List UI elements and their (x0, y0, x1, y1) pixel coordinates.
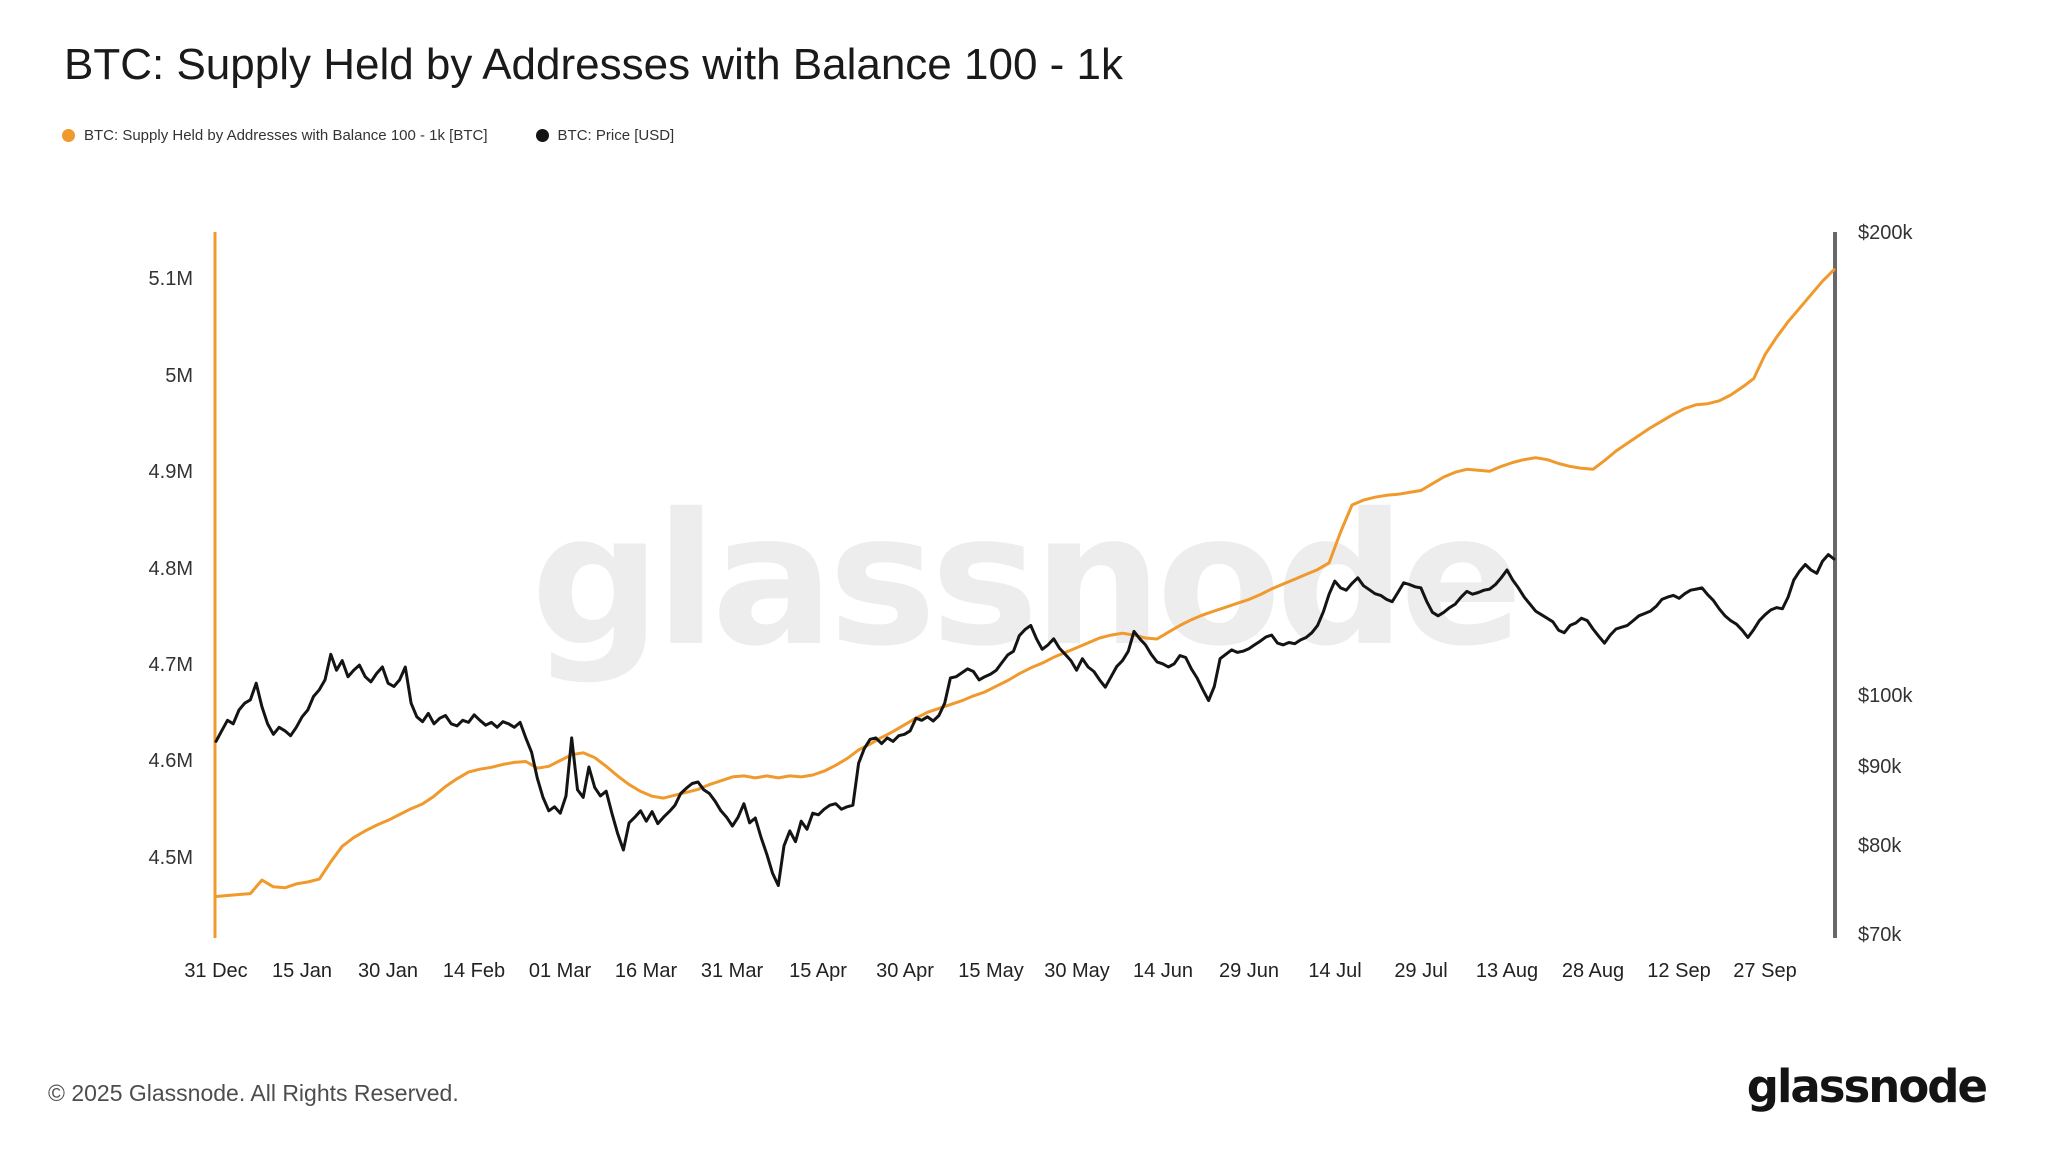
x-axis-tick-label: 15 May (958, 960, 1024, 982)
left-axis-tick-label: 4.7M (148, 654, 193, 676)
x-axis-tick-label: 15 Jan (271, 960, 333, 982)
x-axis-tick-label: 31 Mar (700, 960, 764, 982)
right-axis-tick-label: $80k (1858, 835, 1902, 857)
x-axis-tick-label: 28 Aug (1561, 960, 1625, 982)
x-axis-tick-label: 14 Jun (1132, 960, 1194, 982)
x-axis-tick-label: 29 Jul (1394, 960, 1448, 982)
left-axis-tick-label: 4.6M (148, 750, 193, 772)
page-title: BTC: Supply Held by Addresses with Balan… (64, 40, 1123, 89)
legend-item-supply[interactable]: BTC: Supply Held by Addresses with Balan… (62, 127, 488, 144)
legend-swatch-supply-icon (62, 129, 75, 142)
left-axis-tick-label: 4.5M (148, 847, 193, 869)
x-axis-tick-label: 14 Jul (1308, 960, 1362, 982)
x-axis-tick-label: 30 Apr (876, 960, 934, 982)
legend-swatch-price-icon (535, 129, 549, 142)
copyright-text: © 2025 Glassnode. All Rights Reserved. (48, 1080, 459, 1106)
right-axis-tick-label: $70k (1858, 924, 1902, 946)
x-axis-tick-label: 14 Feb (442, 960, 506, 982)
legend-item-price[interactable]: BTC: Price [USD] (535, 127, 675, 144)
x-axis-tick-label: 15 Apr (789, 960, 847, 982)
right-axis-tick-label: $200k (1858, 222, 1913, 244)
legend-label-supply: BTC: Supply Held by Addresses with Balan… (84, 127, 488, 144)
x-axis-tick-label: 30 May (1044, 960, 1110, 982)
right-axis-tick-label: $100k (1858, 685, 1913, 707)
legend-label-price: BTC: Price [USD] (557, 127, 675, 144)
x-axis-tick-label: 30 Jan (357, 960, 419, 982)
x-axis-tick-label: 27 Sep (1733, 960, 1797, 982)
x-axis-tick-label: 01 Mar (528, 960, 592, 982)
left-axis-tick-label: 5.1M (148, 268, 193, 290)
right-axis-tick-label: $90k (1858, 756, 1902, 778)
x-axis-tick-label: 31 Dec (184, 960, 248, 982)
price-line-series (214, 553, 1836, 887)
left-axis-tick-label: 4.8M (148, 558, 193, 580)
left-axis-tick-label: 4.9M (148, 461, 193, 483)
supply-line-series (214, 268, 1836, 898)
x-axis-tick-label: 13 Aug (1475, 960, 1539, 982)
x-axis-tick-label: 29 Jun (1218, 960, 1280, 982)
left-axis-tick-label: 5M (165, 365, 193, 387)
x-axis-tick-label: 16 Mar (614, 960, 678, 982)
x-axis-tick-label: 12 Sep (1647, 960, 1711, 982)
legend: BTC: Supply Held by Addresses with Balan… (62, 127, 674, 144)
glassnode-logo: glassnode (1746, 1060, 1988, 1113)
